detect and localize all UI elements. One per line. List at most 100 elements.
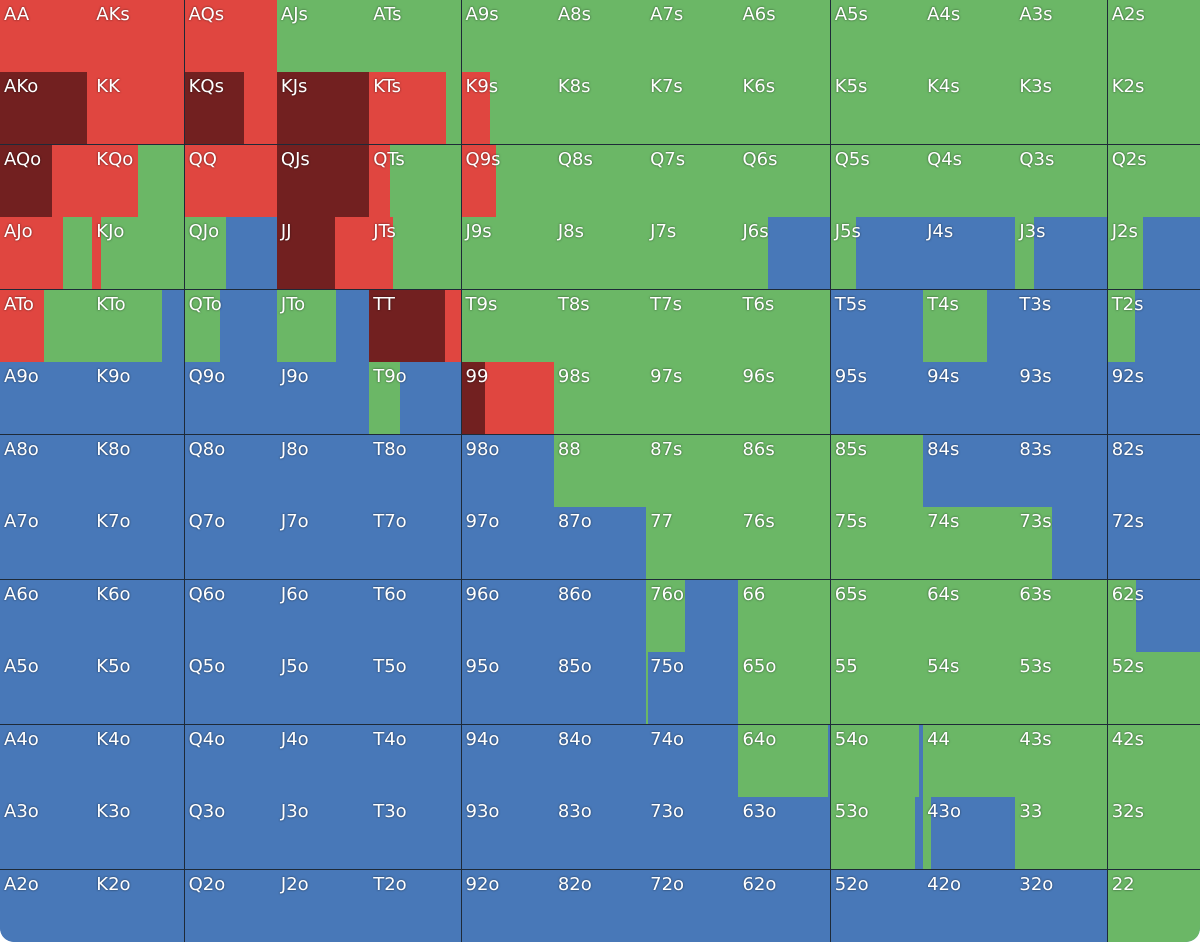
hand-cell[interactable]: 94o: [461, 724, 555, 798]
hand-cell[interactable]: 32s: [1107, 797, 1200, 871]
hand-cell[interactable]: K8s: [553, 72, 647, 146]
hand-cell[interactable]: T6s: [738, 289, 832, 363]
hand-cell[interactable]: 84o: [553, 724, 647, 798]
hand-cell[interactable]: K2o: [92, 869, 186, 942]
hand-cell[interactable]: 86s: [738, 434, 832, 508]
hand-cell[interactable]: T8s: [553, 289, 647, 363]
hand-cell[interactable]: 75o: [646, 652, 740, 726]
hand-cell[interactable]: 86o: [553, 579, 647, 653]
hand-cell[interactable]: T9o: [369, 362, 463, 436]
hand-cell[interactable]: 54s: [923, 652, 1017, 726]
hand-cell[interactable]: 52o: [830, 869, 924, 942]
hand-cell[interactable]: A8o: [0, 434, 93, 508]
hand-cell[interactable]: J5s: [830, 217, 924, 291]
hand-cell[interactable]: AKo: [0, 72, 93, 146]
hand-cell[interactable]: QQ: [184, 144, 278, 218]
hand-cell[interactable]: K6s: [738, 72, 832, 146]
hand-cell[interactable]: JTs: [369, 217, 463, 291]
hand-cell[interactable]: T8o: [369, 434, 463, 508]
hand-cell[interactable]: J7s: [646, 217, 740, 291]
hand-cell[interactable]: 66: [738, 579, 832, 653]
hand-cell[interactable]: AA: [0, 0, 93, 73]
hand-cell[interactable]: T6o: [369, 579, 463, 653]
hand-cell[interactable]: QJs: [276, 144, 370, 218]
hand-cell[interactable]: 92s: [1107, 362, 1200, 436]
hand-cell[interactable]: 53s: [1015, 652, 1109, 726]
hand-cell[interactable]: 94s: [923, 362, 1017, 436]
hand-cell[interactable]: 72s: [1107, 507, 1200, 581]
hand-cell[interactable]: K4o: [92, 724, 186, 798]
hand-cell[interactable]: AJs: [276, 0, 370, 73]
hand-cell[interactable]: KJo: [92, 217, 186, 291]
hand-cell[interactable]: A4s: [923, 0, 1017, 73]
hand-cell[interactable]: 88: [553, 434, 647, 508]
hand-cell[interactable]: A4o: [0, 724, 93, 798]
hand-cell[interactable]: K7o: [92, 507, 186, 581]
hand-cell[interactable]: 95s: [830, 362, 924, 436]
hand-cell[interactable]: 83o: [553, 797, 647, 871]
hand-cell[interactable]: K3s: [1015, 72, 1109, 146]
hand-cell[interactable]: A6s: [738, 0, 832, 73]
hand-cell[interactable]: Q8s: [553, 144, 647, 218]
hand-cell[interactable]: 97s: [646, 362, 740, 436]
hand-cell[interactable]: A7s: [646, 0, 740, 73]
hand-cell[interactable]: 93s: [1015, 362, 1109, 436]
hand-cell[interactable]: QTs: [369, 144, 463, 218]
hand-cell[interactable]: A3s: [1015, 0, 1109, 73]
hand-cell[interactable]: T4o: [369, 724, 463, 798]
hand-cell[interactable]: KTs: [369, 72, 463, 146]
hand-cell[interactable]: T2o: [369, 869, 463, 942]
hand-cell[interactable]: J6s: [738, 217, 832, 291]
hand-cell[interactable]: KTo: [92, 289, 186, 363]
hand-cell[interactable]: AJo: [0, 217, 93, 291]
hand-cell[interactable]: T5o: [369, 652, 463, 726]
hand-cell[interactable]: J8s: [553, 217, 647, 291]
hand-cell[interactable]: A5s: [830, 0, 924, 73]
hand-cell[interactable]: 44: [923, 724, 1017, 798]
hand-cell[interactable]: J7o: [276, 507, 370, 581]
hand-cell[interactable]: Q5o: [184, 652, 278, 726]
hand-cell[interactable]: A3o: [0, 797, 93, 871]
hand-cell[interactable]: 73o: [646, 797, 740, 871]
hand-cell[interactable]: 85o: [553, 652, 647, 726]
hand-cell[interactable]: Q6s: [738, 144, 832, 218]
hand-cell[interactable]: Q4o: [184, 724, 278, 798]
hand-cell[interactable]: 52s: [1107, 652, 1200, 726]
hand-cell[interactable]: KJs: [276, 72, 370, 146]
hand-cell[interactable]: Q5s: [830, 144, 924, 218]
hand-cell[interactable]: 87o: [553, 507, 647, 581]
hand-cell[interactable]: 53o: [830, 797, 924, 871]
hand-cell[interactable]: 99: [461, 362, 555, 436]
hand-cell[interactable]: K5s: [830, 72, 924, 146]
hand-cell[interactable]: T9s: [461, 289, 555, 363]
hand-cell[interactable]: A6o: [0, 579, 93, 653]
hand-cell[interactable]: K2s: [1107, 72, 1200, 146]
hand-cell[interactable]: 92o: [461, 869, 555, 942]
hand-cell[interactable]: T7s: [646, 289, 740, 363]
hand-cell[interactable]: 43s: [1015, 724, 1109, 798]
hand-cell[interactable]: Q2o: [184, 869, 278, 942]
hand-cell[interactable]: T3o: [369, 797, 463, 871]
hand-cell[interactable]: Q9s: [461, 144, 555, 218]
hand-cell[interactable]: KQo: [92, 144, 186, 218]
hand-cell[interactable]: 93o: [461, 797, 555, 871]
hand-cell[interactable]: 82s: [1107, 434, 1200, 508]
hand-cell[interactable]: Q7s: [646, 144, 740, 218]
hand-cell[interactable]: 85s: [830, 434, 924, 508]
hand-cell[interactable]: 65o: [738, 652, 832, 726]
hand-cell[interactable]: JTo: [276, 289, 370, 363]
hand-cell[interactable]: A2o: [0, 869, 93, 942]
hand-cell[interactable]: ATo: [0, 289, 93, 363]
hand-cell[interactable]: J3o: [276, 797, 370, 871]
hand-cell[interactable]: K9s: [461, 72, 555, 146]
hand-cell[interactable]: Q8o: [184, 434, 278, 508]
hand-cell[interactable]: 62s: [1107, 579, 1200, 653]
hand-cell[interactable]: A9s: [461, 0, 555, 73]
hand-cell[interactable]: 64s: [923, 579, 1017, 653]
hand-cell[interactable]: 76o: [646, 579, 740, 653]
hand-cell[interactable]: 55: [830, 652, 924, 726]
hand-cell[interactable]: 98o: [461, 434, 555, 508]
hand-cell[interactable]: 75s: [830, 507, 924, 581]
hand-cell[interactable]: 82o: [553, 869, 647, 942]
hand-cell[interactable]: 96s: [738, 362, 832, 436]
